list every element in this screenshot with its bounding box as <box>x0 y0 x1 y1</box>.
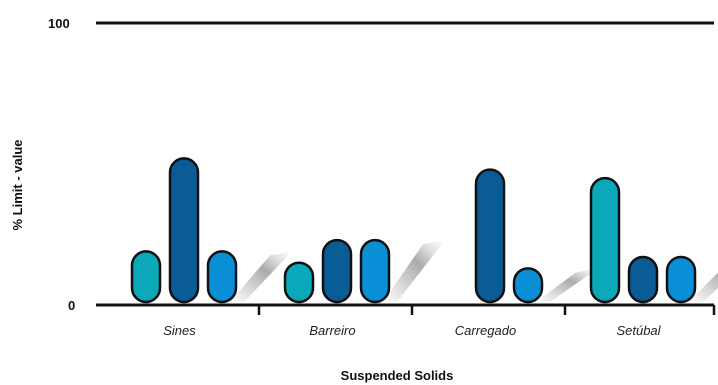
bar <box>359 238 391 304</box>
x-axis-ticks <box>257 305 716 315</box>
bar-shadows <box>230 240 718 302</box>
category-labels: Sines Barreiro Carregado Setúbal <box>163 323 661 338</box>
category-label: Sines <box>163 323 196 338</box>
bar <box>168 157 200 304</box>
y-axis-title: % Limit - value <box>10 139 25 230</box>
bar-shadow <box>383 240 445 302</box>
category-label: Carregado <box>455 323 516 338</box>
bar-shadow <box>689 272 718 302</box>
bar-shadow <box>536 268 598 302</box>
y-tick-label-max: 100 <box>48 16 70 31</box>
category-label: Barreiro <box>309 323 355 338</box>
bar <box>130 250 162 304</box>
bars <box>130 157 697 304</box>
bar <box>589 176 621 304</box>
bar <box>283 261 315 304</box>
y-tick-label-min: 0 <box>68 298 75 313</box>
bar <box>512 267 544 304</box>
bar <box>321 238 353 304</box>
bar <box>627 255 659 304</box>
bar <box>206 250 238 304</box>
bar <box>665 255 697 304</box>
x-axis-title: Suspended Solids <box>341 368 454 383</box>
bar <box>474 168 506 304</box>
bar-shadow <box>230 251 292 302</box>
category-label: Setúbal <box>616 323 661 338</box>
